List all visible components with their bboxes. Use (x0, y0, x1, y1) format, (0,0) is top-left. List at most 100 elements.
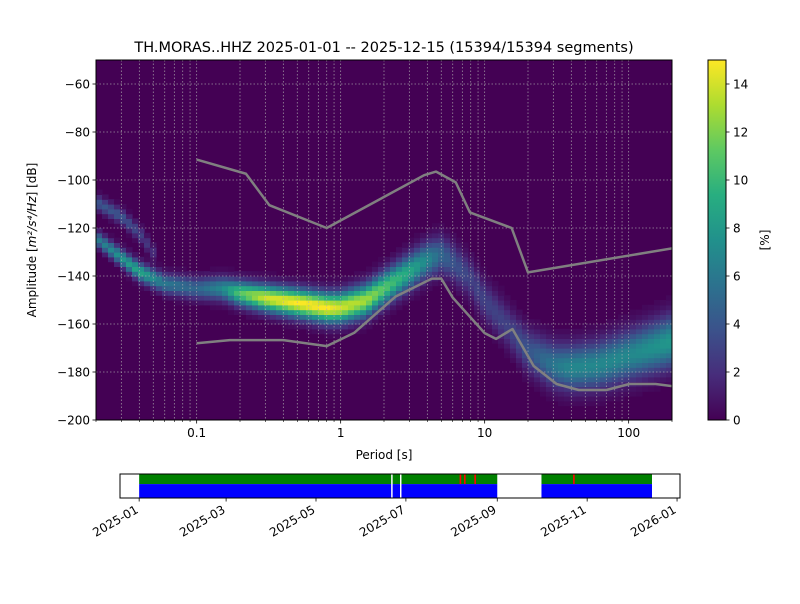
heatmap-cell (282, 319, 289, 325)
heatmap-cell (138, 280, 145, 287)
heatmap-cell (462, 276, 469, 282)
heatmap-cell (432, 228, 439, 234)
heatmap-cell (312, 328, 319, 335)
heatmap-cell (516, 328, 523, 335)
heatmap-cell (450, 266, 457, 272)
heatmap-cell (258, 276, 265, 282)
heatmap-cell (396, 285, 403, 291)
heatmap-cell (426, 228, 433, 234)
heatmap-cell (456, 290, 463, 296)
heatmap-cell (534, 328, 541, 335)
heatmap-cell (360, 328, 367, 335)
heatmap-cell (456, 242, 463, 248)
heatmap-cell (486, 314, 493, 320)
heatmap-cell (168, 266, 175, 272)
heatmap-cell (486, 300, 493, 306)
heatmap-cell (630, 324, 637, 330)
heatmap-cell (432, 237, 439, 243)
heatmap-cell (606, 352, 613, 359)
heatmap-cell (516, 348, 523, 354)
heatmap-cell (654, 300, 661, 306)
heatmap-cell (444, 252, 451, 258)
heatmap-cell (480, 309, 487, 315)
heatmap-cell (396, 266, 403, 272)
heatmap-cell (576, 352, 583, 359)
heatmap-cell (174, 271, 181, 277)
heatmap-cell (366, 314, 373, 320)
heatmap-cell (138, 266, 145, 272)
heatmap-cell (288, 290, 295, 296)
heatmap-cell (468, 304, 475, 311)
heatmap-cell (636, 391, 643, 397)
heatmap-cell (324, 333, 331, 339)
heatmap-cell (534, 348, 541, 354)
heatmap-cell (390, 256, 397, 263)
heatmap-cell (138, 232, 145, 239)
heatmap-cell (210, 304, 217, 311)
heatmap-cell (102, 204, 109, 210)
heatmap-cell (468, 285, 475, 291)
heatmap-cell (414, 290, 421, 296)
y-axis-ticks: −60 −80 −100 −120 −140 −160 −180 −200 (57, 78, 96, 428)
heatmap-cell (126, 247, 133, 253)
heatmap-cell (228, 280, 235, 287)
noise-model-curves (196, 158, 672, 392)
heatmap-cell (474, 271, 481, 277)
heatmap-cell (618, 319, 625, 325)
heatmap-cell (456, 247, 463, 253)
heatmap-cell (390, 309, 397, 315)
heatmap-cell (576, 391, 583, 397)
heatmap-cell (570, 338, 577, 344)
heatmap-cell (102, 208, 109, 215)
heatmap-cell (246, 314, 253, 320)
heatmap-cell (96, 237, 103, 243)
heatmap-cell (360, 285, 367, 291)
heatmap-cell (624, 348, 631, 354)
heatmap-cell (642, 352, 649, 359)
heatmap-cell (240, 304, 247, 311)
heatmap-cell (426, 271, 433, 277)
heatmap-cell (456, 266, 463, 272)
heatmap-cell (546, 381, 553, 387)
heatmap-cell (450, 237, 457, 243)
heatmap-cell (120, 213, 127, 219)
heatmap-cell (474, 276, 481, 282)
heatmap-cell (264, 280, 271, 287)
heatmap-cell (618, 314, 625, 320)
heatmap-cell (126, 208, 133, 215)
heatmap-cell (282, 290, 289, 296)
heatmap-cell (642, 343, 649, 349)
heatmap-cell (654, 324, 661, 330)
heatmap-cell (294, 314, 301, 320)
heatmap-cell (648, 333, 655, 339)
heatmap-cell (270, 290, 277, 296)
heatmap-cell (228, 276, 235, 282)
heatmap-cell (420, 232, 427, 239)
heatmap-cell (108, 218, 115, 224)
heatmap-cell (234, 309, 241, 315)
heatmap-cell (198, 276, 205, 282)
heatmap-cell (588, 352, 595, 359)
heatmap-cell (276, 300, 283, 306)
heatmap-cell (324, 280, 331, 287)
heatmap-cell (606, 319, 613, 325)
heatmap-cell (618, 328, 625, 335)
heatmap-cell (402, 242, 409, 248)
heatmap-cell (300, 314, 307, 320)
heatmap-cell (306, 309, 313, 315)
heatmap-cell (486, 285, 493, 291)
heatmap-cell (276, 314, 283, 320)
colorbar-tick-label: 4 (733, 318, 741, 332)
gap-marker (459, 474, 462, 485)
heatmap-cell (324, 319, 331, 325)
heatmap-cell (108, 252, 115, 258)
heatmap-cell (234, 295, 241, 301)
heatmap-cell (360, 271, 367, 277)
heatmap-cell (138, 242, 145, 248)
heatmap-cell (504, 324, 511, 330)
heatmap-cell (540, 333, 547, 339)
heatmap-cell (456, 285, 463, 291)
heatmap-cell (540, 376, 547, 383)
heatmap-cell (132, 228, 139, 234)
heatmap-cell (150, 280, 157, 287)
